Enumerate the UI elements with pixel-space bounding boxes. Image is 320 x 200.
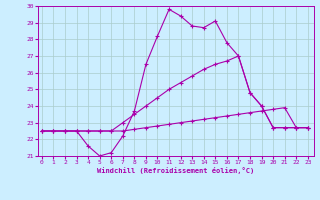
X-axis label: Windchill (Refroidissement éolien,°C): Windchill (Refroidissement éolien,°C) [97,167,255,174]
